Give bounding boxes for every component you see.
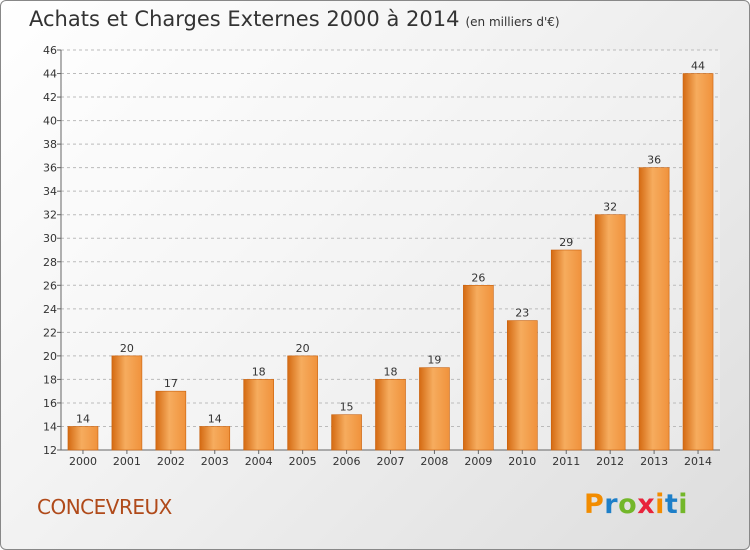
y-tick-label: 34	[43, 185, 57, 198]
bar	[550, 249, 582, 451]
logo-letter: r	[604, 489, 619, 520]
unit-label: (en milliers d'€)	[465, 15, 560, 29]
y-tick-label: 28	[43, 256, 57, 269]
proxiti-logo: Proxiti	[584, 489, 688, 520]
data-label: 18	[384, 365, 398, 378]
logo-letter: i	[655, 489, 665, 520]
bar	[682, 73, 714, 451]
data-label: 14	[76, 412, 90, 425]
y-tick-label: 14	[43, 420, 57, 433]
x-tick-label: 2009	[464, 455, 492, 468]
bar	[155, 390, 187, 451]
bar	[463, 284, 494, 451]
data-label: 23	[515, 307, 529, 320]
y-tick-label: 42	[43, 91, 57, 104]
chart-title: Achats et Charges Externes 2000 à 2014 (e…	[29, 7, 560, 31]
data-label: 19	[427, 354, 441, 367]
y-tick-label: 30	[43, 232, 57, 245]
title-text: Achats et Charges Externes 2000 à 2014	[29, 7, 460, 31]
bar	[287, 355, 318, 451]
data-label: 15	[340, 401, 354, 414]
y-tick-label: 26	[43, 279, 57, 292]
y-tick-label: 16	[43, 397, 57, 410]
bar	[506, 320, 538, 451]
y-tick-label: 22	[43, 326, 57, 339]
logo-letter: t	[664, 489, 679, 520]
y-tick-label: 20	[43, 350, 57, 363]
x-tick-label: 2000	[69, 455, 97, 468]
data-label: 32	[603, 201, 617, 214]
logo-letter: i	[678, 489, 689, 520]
y-tick-label: 44	[43, 68, 57, 81]
data-label: 20	[296, 342, 310, 355]
bar	[199, 426, 231, 451]
x-tick-label: 2014	[684, 455, 712, 468]
y-tick-label: 36	[43, 162, 57, 175]
y-tick-label: 18	[43, 373, 57, 386]
bar	[419, 367, 450, 451]
bar	[594, 214, 626, 451]
x-tick-label: 2007	[377, 455, 405, 468]
y-tick-label: 38	[43, 138, 57, 151]
town-name: CONCEVREUX	[37, 495, 172, 519]
y-tick-label: 24	[43, 303, 57, 316]
bar	[243, 379, 274, 451]
x-tick-label: 2013	[640, 455, 668, 468]
bar	[331, 414, 362, 451]
x-tick-label: 2002	[157, 455, 185, 468]
y-tick-label: 40	[43, 115, 57, 128]
data-label: 17	[164, 377, 178, 390]
x-tick-label: 2001	[113, 455, 141, 468]
x-tick-label: 2003	[201, 455, 229, 468]
x-tick-label: 2005	[289, 455, 317, 468]
x-tick-label: 2010	[508, 455, 536, 468]
data-label: 36	[647, 154, 661, 167]
data-label: 26	[471, 271, 485, 284]
y-tick-label: 12	[43, 444, 57, 457]
bar	[375, 379, 406, 451]
logo-letter: P	[584, 489, 605, 520]
y-tick-label: 32	[43, 209, 57, 222]
y-tick-label: 46	[43, 44, 57, 57]
x-tick-label: 2006	[333, 455, 361, 468]
bar	[67, 426, 99, 451]
bar	[111, 355, 143, 451]
logo-letter: x	[637, 489, 656, 520]
bar	[638, 167, 670, 451]
x-tick-label: 2008	[420, 455, 448, 468]
data-label: 14	[208, 412, 222, 425]
logo-letter: o	[618, 489, 638, 520]
x-tick-label: 2012	[596, 455, 624, 468]
x-tick-label: 2004	[245, 455, 273, 468]
x-tick-label: 2011	[552, 455, 580, 468]
data-label: 29	[559, 236, 573, 249]
data-label: 20	[120, 342, 134, 355]
data-label: 18	[252, 365, 266, 378]
data-label: 44	[691, 60, 705, 73]
